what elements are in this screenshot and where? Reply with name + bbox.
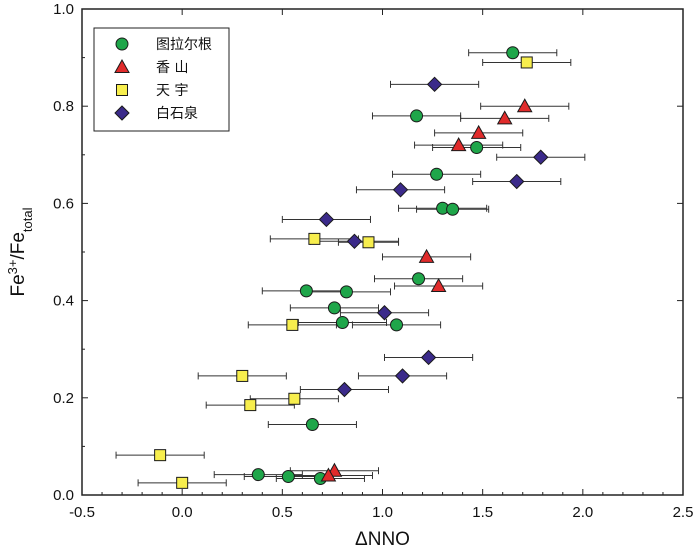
- data-point-square: [286, 318, 299, 331]
- y-tick-label: 0.8: [53, 98, 74, 115]
- data-point-square: [308, 232, 321, 245]
- y-axis-title-slash: /Fe: [8, 232, 29, 259]
- data-point-circle: [470, 141, 484, 155]
- y-tick-label: 0.0: [53, 487, 74, 504]
- data-point-circle: [299, 284, 313, 298]
- data-point-square: [154, 449, 167, 462]
- x-tick-label: 2.0: [572, 504, 593, 521]
- data-point-circle: [251, 468, 265, 482]
- data-point-triangle: [418, 248, 435, 263]
- data-point-square: [288, 392, 301, 405]
- data-point-diamond: [426, 76, 443, 93]
- legend-label: 香 山: [156, 60, 188, 76]
- data-point-square: [362, 236, 375, 249]
- data-point-diamond: [318, 211, 335, 228]
- x-tick-label: 2.5: [673, 504, 694, 521]
- data-point-circle: [410, 109, 424, 123]
- data-point-square: [520, 56, 533, 69]
- data-point-square: [244, 399, 257, 412]
- x-tick-label: -0.5: [69, 504, 95, 521]
- data-point-circle: [327, 301, 341, 315]
- ticks-layer: -0.5 0.0 0.5 1.0 1.5 2.0 2.50.00.20.40.60.81.0: [53, 1, 693, 521]
- legend-label: 天 宇: [156, 83, 188, 99]
- data-point-diamond: [346, 233, 363, 250]
- data-point-triangle: [516, 98, 533, 113]
- x-tick-label: 1.5: [472, 504, 493, 521]
- markers-layer: [154, 46, 549, 489]
- data-point-circle: [335, 315, 349, 329]
- data-point-circle: [446, 202, 460, 216]
- x-axis-title: ΔNNO: [355, 529, 410, 550]
- data-point-circle: [506, 46, 520, 60]
- data-point-square: [176, 476, 189, 489]
- y-tick-label: 0.6: [53, 195, 74, 212]
- data-point-circle: [390, 318, 404, 332]
- x-tick-label: 0.5: [272, 504, 293, 521]
- data-point-circle: [339, 285, 353, 299]
- y-axis-title-sub: total: [20, 207, 35, 232]
- data-point-triangle: [496, 110, 513, 125]
- data-point-circle: [412, 272, 426, 286]
- data-point-triangle: [430, 277, 447, 293]
- data-point-diamond: [392, 182, 409, 198]
- y-tick-label: 0.2: [53, 390, 74, 407]
- data-point-diamond: [394, 368, 411, 384]
- legend-marker-triangle: [114, 58, 130, 73]
- data-point-square: [236, 369, 249, 382]
- legend-marker-circle: [115, 37, 129, 51]
- data-point-circle: [305, 418, 319, 432]
- data-point-diamond: [509, 173, 525, 190]
- y-axis-title-base: Fe: [8, 274, 29, 296]
- data-point-triangle: [450, 137, 467, 152]
- legend-label: 图拉尔根: [156, 37, 212, 53]
- legend-marker-diamond: [114, 105, 130, 121]
- data-point-triangle: [470, 124, 487, 139]
- y-tick-label: 0.4: [53, 293, 74, 310]
- data-point-diamond: [533, 149, 549, 165]
- legend-label: 白石泉: [156, 105, 198, 122]
- data-point-circle: [430, 167, 444, 181]
- y-axis-title-sup: 3+: [5, 260, 20, 275]
- data-point-diamond: [376, 305, 393, 321]
- data-point-circle: [281, 470, 295, 484]
- x-tick-label: 1.0: [372, 504, 393, 521]
- data-point-diamond: [420, 349, 437, 366]
- data-point-triangle: [320, 467, 337, 482]
- y-tick-label: 1.0: [53, 1, 74, 18]
- x-tick-label: 0.0: [172, 504, 193, 521]
- legend-marker-square: [116, 84, 128, 96]
- y-axis-title: Fe3+/Fetotal: [5, 207, 35, 296]
- data-point-diamond: [336, 381, 353, 398]
